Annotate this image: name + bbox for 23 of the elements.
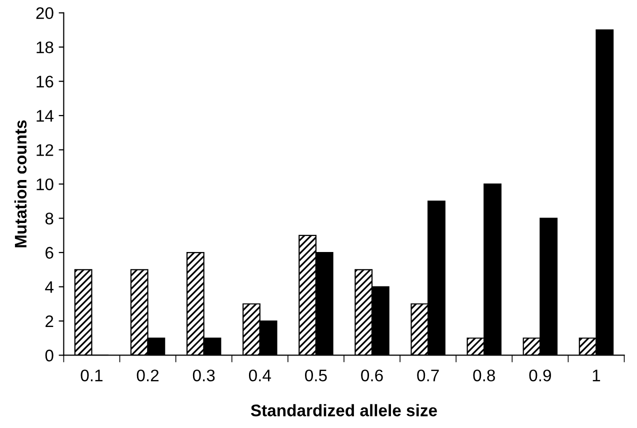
y-tick-label: 0: [45, 350, 54, 362]
y-tick-label: 20: [36, 7, 54, 20]
x-tick-label: 0.4: [248, 370, 271, 382]
x-axis-title: Standardized allele size: [250, 404, 437, 416]
x-tick-label: 0.5: [305, 370, 327, 382]
x-tick-label: 1: [592, 370, 600, 382]
y-tick-label: 18: [36, 41, 54, 54]
x-tick-label: 0.1: [80, 370, 102, 382]
y-tick-label: 8: [45, 212, 54, 224]
y-tick-label: 6: [46, 246, 54, 259]
y-tick-label: 16: [36, 76, 54, 88]
x-tick-label: 0.9: [529, 370, 551, 382]
x-tick-label: 0.2: [136, 370, 159, 382]
y-tick-label: 14: [36, 110, 54, 122]
y-axis-title: Mutation counts: [14, 120, 27, 248]
y-tick-label: 10: [36, 178, 54, 190]
x-tick-label: 0.7: [417, 370, 439, 382]
y-tick-label: 4: [45, 281, 54, 293]
x-tick-label: 0.6: [361, 370, 383, 382]
y-tick-label: 12: [36, 144, 54, 156]
x-tick-label: 0.3: [192, 370, 215, 382]
y-tick-label: 2: [46, 315, 54, 328]
x-tick-label: 0.8: [473, 370, 495, 382]
